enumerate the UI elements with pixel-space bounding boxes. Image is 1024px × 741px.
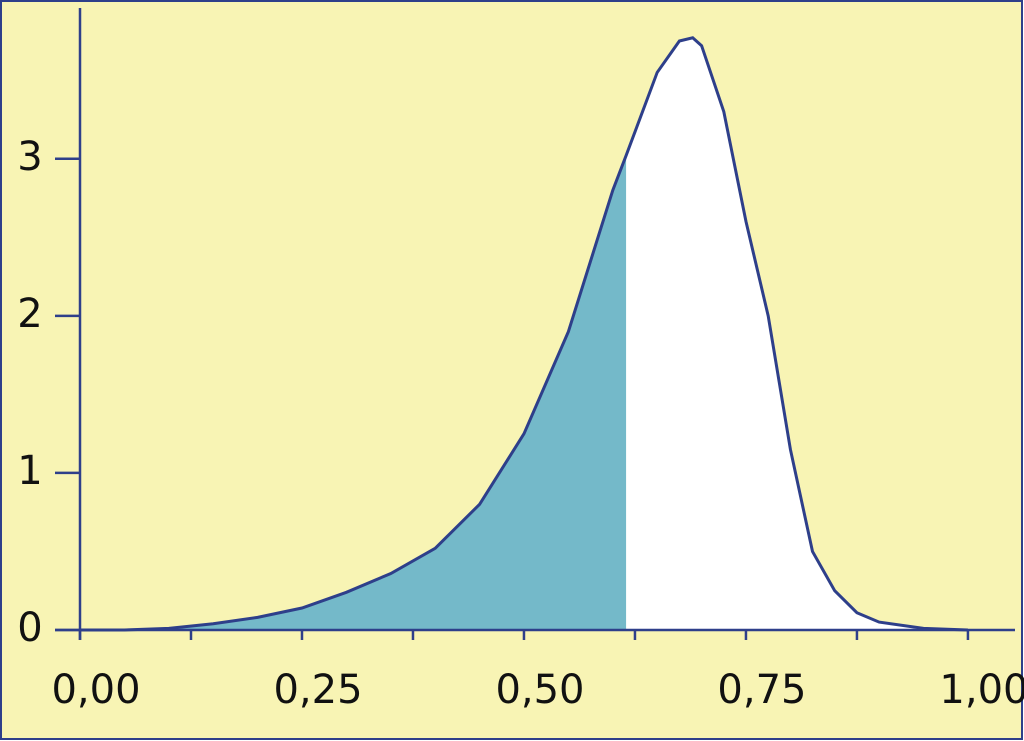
- y-tick-label: 1: [17, 448, 42, 494]
- shaded-area: [80, 155, 627, 630]
- x-tick-label: 0,00: [51, 667, 140, 713]
- curve: [80, 36, 968, 632]
- x-tick-label: 0,75: [717, 667, 806, 713]
- y-tick-label: 3: [17, 134, 42, 180]
- area-fill: [80, 37, 968, 631]
- x-tick-label: 1,00: [939, 667, 1024, 713]
- x-tick-label: 0,25: [273, 667, 362, 713]
- y-tick-label: 2: [17, 291, 42, 337]
- x-tick-label: 0,50: [495, 667, 584, 713]
- y-tick-label: 0: [17, 605, 42, 651]
